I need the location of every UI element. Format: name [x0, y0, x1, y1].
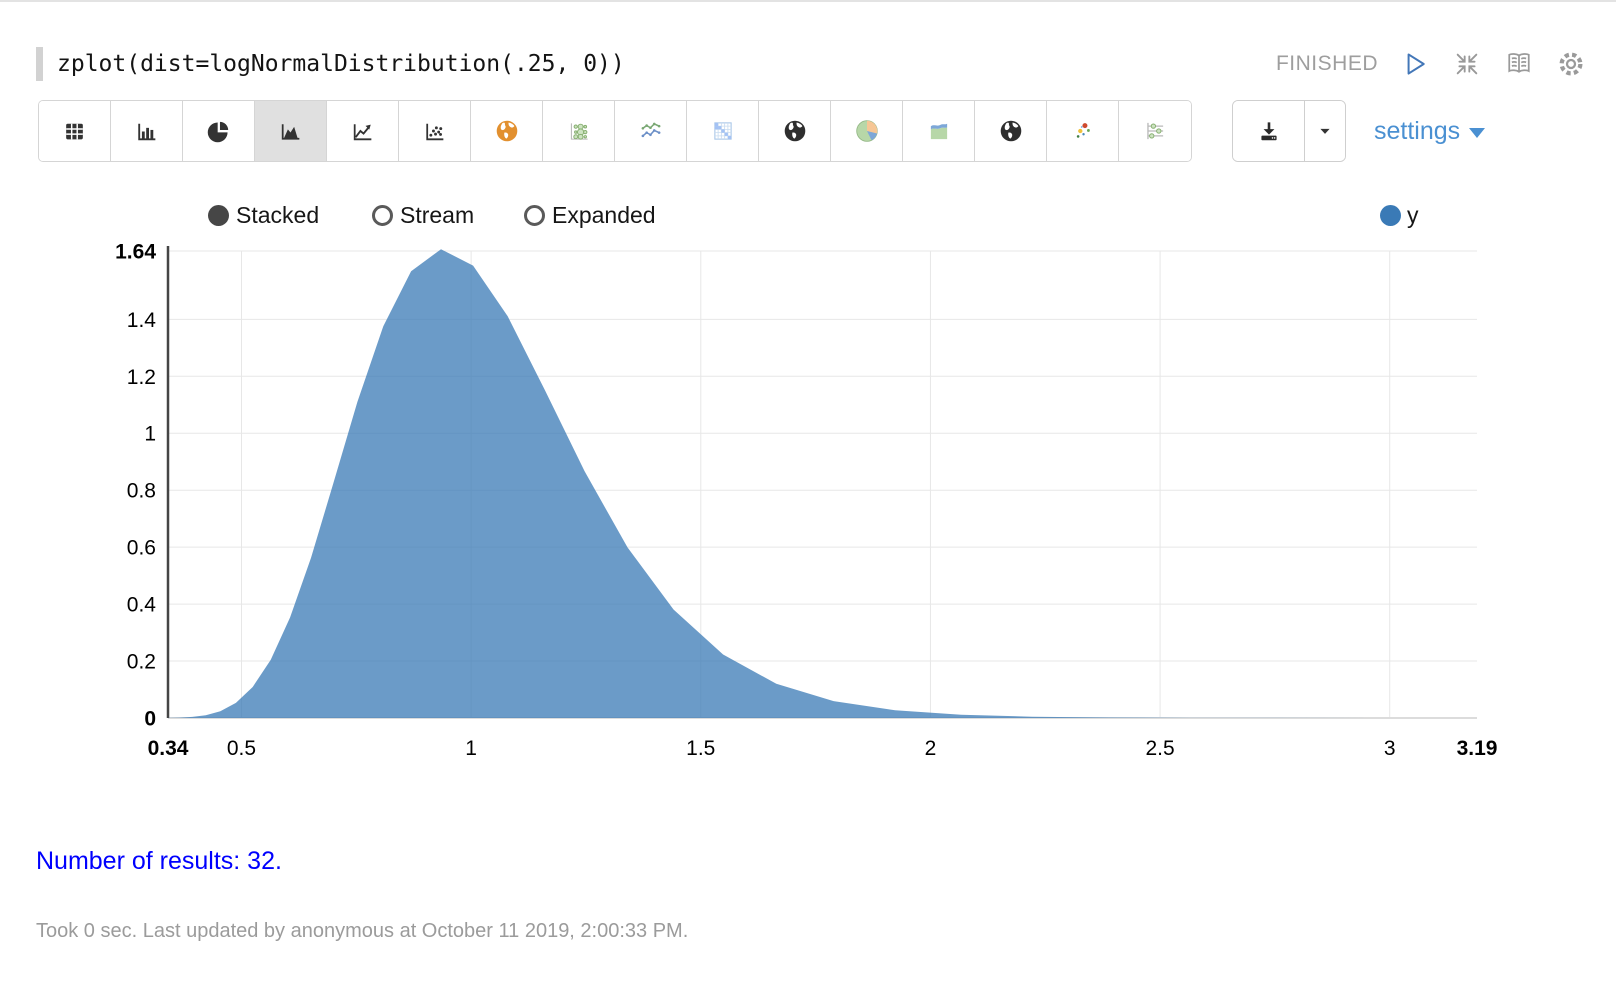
style-option-stream[interactable]: Stream [372, 202, 474, 229]
paragraph-controls: FINISHED [1276, 49, 1586, 79]
globe-dark2-icon [1000, 120, 1021, 142]
paragraph-footer-text: Took 0 sec. Last updated by anonymous at… [36, 920, 689, 942]
gear-icon[interactable] [1556, 49, 1586, 79]
multi-line-chart-icon [641, 122, 660, 138]
globe-dark-icon [784, 120, 805, 142]
caret-down-icon [1469, 127, 1486, 138]
chart-type-table-button[interactable] [39, 101, 111, 161]
y-axis-tick-label: 1.2 [127, 366, 156, 389]
globe-orange-icon [496, 120, 517, 142]
scatter-chart-icon [426, 123, 444, 140]
status-badge: FINISHED [1275, 52, 1378, 75]
radio-label: Stream [400, 202, 475, 228]
download-options-button[interactable] [1305, 101, 1345, 161]
x-axis-tick-label: 0.34 [148, 737, 189, 760]
radio-unselected-icon [524, 205, 545, 226]
y-axis-tick-label: 0.6 [127, 537, 156, 560]
chart-controls: Stacked Stream Expanded y [0, 199, 1616, 235]
table-icon [66, 123, 83, 139]
area-chart[interactable]: 1.64 1.4 1.2 1 0.8 0.6 0.4 0.2 0 0.34 0.5 1 1.5 2 2.5 3… [0, 232, 1616, 772]
code-gutter-bar [36, 47, 43, 81]
chart-type-area-button[interactable] [255, 101, 327, 161]
chart-type-button-group [38, 100, 1192, 162]
legend-dot-icon [1380, 205, 1401, 226]
code-editor-line[interactable]: zplot(dist=logNormalDistribution(.25, 0)… [57, 51, 625, 77]
chart-type-scatter-button[interactable] [399, 101, 471, 161]
chart-type-line-button[interactable] [327, 101, 399, 161]
x-axis-tick-label: 2.5 [1145, 737, 1174, 760]
area-chart-color-icon [930, 123, 947, 140]
y-axis-tick-label: 1 [144, 423, 156, 446]
style-option-stacked[interactable]: Stacked [208, 202, 319, 229]
area-series-y[interactable] [168, 249, 1477, 718]
radio-selected-icon [208, 205, 229, 226]
chart-type-map-dark-button[interactable] [759, 101, 831, 161]
x-axis-tick-label: 3 [1384, 737, 1396, 760]
chart-type-sliders-button[interactable] [1119, 101, 1191, 161]
code-row: zplot(dist=logNormalDistribution(.25, 0)… [36, 44, 1586, 84]
download-button[interactable] [1233, 101, 1305, 161]
y-axis-tick-label: 1.64 [115, 241, 156, 264]
chart-type-scatter-color-button[interactable] [1047, 101, 1119, 161]
play-icon[interactable] [1400, 49, 1430, 79]
chart-type-map-dark2-button[interactable] [975, 101, 1047, 161]
chart-type-pie-button[interactable] [183, 101, 255, 161]
settings-toggle[interactable]: settings [1374, 116, 1486, 146]
scatter-color-icon [1076, 123, 1090, 138]
bubble-chart-icon [570, 123, 588, 140]
book-icon[interactable] [1504, 49, 1534, 79]
line-chart-icon [353, 123, 372, 140]
chart-type-bar-button[interactable] [111, 101, 183, 161]
plot-canvas[interactable]: 1.64 1.4 1.2 1 0.8 0.6 0.4 0.2 0 0.34 0.5 1 1.5 2 2.5 3… [0, 232, 1616, 772]
pie-chart-icon [207, 121, 229, 142]
radio-label: Stacked [236, 202, 320, 228]
download-button-group [1232, 100, 1346, 162]
download-icon [1260, 122, 1277, 141]
x-axis-tick-label: 1 [465, 737, 477, 760]
y-axis-tick-label: 0 [144, 708, 156, 731]
radio-unselected-icon [372, 205, 393, 226]
chart-type-map-orange-button[interactable] [471, 101, 543, 161]
results-count-text: Number of results: 32. [36, 847, 282, 875]
area-chart-icon [281, 123, 300, 140]
heatmap-icon [713, 122, 732, 140]
y-axis-tick-label: 1.4 [127, 309, 157, 332]
y-axis-tick-label: 0.2 [127, 651, 156, 674]
chevron-down-icon [1320, 128, 1330, 134]
style-option-expanded[interactable]: Expanded [524, 202, 656, 229]
compress-icon[interactable] [1452, 49, 1482, 79]
x-axis-tick-label: 2 [925, 737, 937, 760]
y-axis-tick-label: 0.8 [127, 480, 156, 503]
y-axis-tick-label: 0.4 [127, 594, 157, 617]
legend-series-y[interactable]: y [1380, 202, 1419, 229]
x-axis-tick-label: 3.19 [1457, 737, 1498, 760]
chart-type-multiline-button[interactable] [615, 101, 687, 161]
radio-label: Expanded [552, 202, 656, 228]
chart-type-bubble-button[interactable] [543, 101, 615, 161]
visualization-toolbar: settings [38, 100, 1586, 162]
sliders-icon [1147, 122, 1164, 140]
pie-chart-color-icon [855, 120, 878, 142]
x-axis-tick-label: 0.5 [227, 737, 256, 760]
bar-chart-icon [138, 123, 156, 140]
settings-label: settings [1374, 116, 1461, 145]
chart-type-pie-color-button[interactable] [831, 101, 903, 161]
x-axis-tick-label: 1.5 [686, 737, 715, 760]
legend-label: y [1407, 202, 1419, 228]
chart-type-heatmap-button[interactable] [687, 101, 759, 161]
chart-type-area-color-button[interactable] [903, 101, 975, 161]
